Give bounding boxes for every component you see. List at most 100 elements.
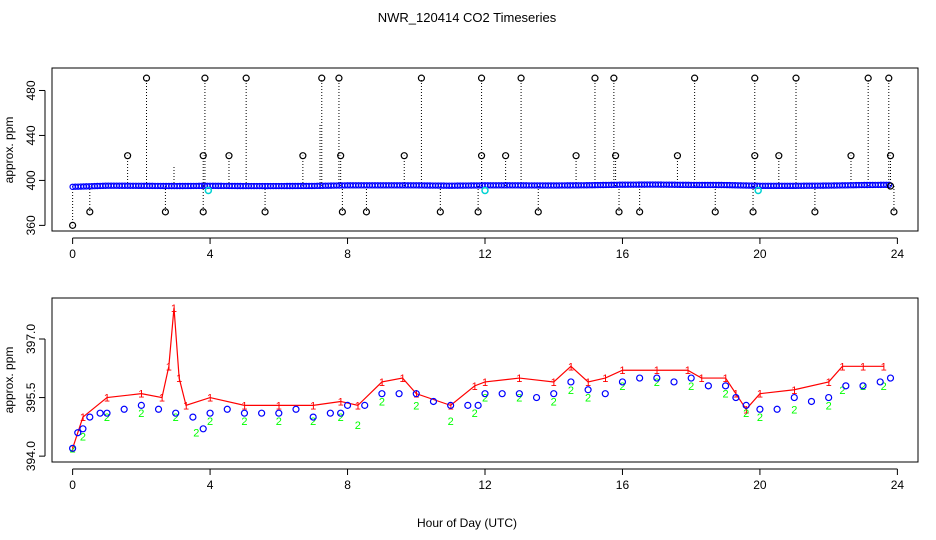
- top-spike-markers: [69, 74, 898, 229]
- bottom-y-axis: 394.0 395.5 397.0: [24, 324, 46, 471]
- series-point: 1: [551, 377, 557, 389]
- series-point: 2: [551, 396, 557, 408]
- series-point: [240, 409, 249, 417]
- series-point: [481, 390, 489, 398]
- series-point: [120, 405, 128, 413]
- series-point: [886, 374, 895, 382]
- series-point: 2: [207, 416, 213, 428]
- spike-point: [886, 182, 895, 190]
- bottom-x-axis: 0 4 8 12 16 20 24: [69, 468, 904, 492]
- series-point: 1: [338, 396, 344, 408]
- baseline-point: [481, 186, 489, 195]
- series-point: 1: [207, 393, 213, 405]
- series-point: [395, 390, 403, 398]
- spike-point: [142, 74, 151, 82]
- x-tick-label: 24: [891, 247, 905, 261]
- x-tick-label: 0: [69, 478, 76, 492]
- series-point: 2: [276, 416, 282, 428]
- spike-point: [225, 152, 233, 160]
- spike-point: [711, 208, 719, 216]
- series-point: 2: [757, 412, 763, 424]
- spike-point: [337, 152, 345, 160]
- chart-title: NWR_120414 CO2 Timeseries: [378, 10, 557, 25]
- spike-point: [201, 74, 209, 82]
- spike-point: [335, 74, 343, 82]
- spike-point: [611, 152, 620, 160]
- series-point: 1: [276, 400, 282, 412]
- series-point: 2: [70, 443, 76, 455]
- top-plot-frame: [51, 67, 919, 232]
- spike-point: [572, 152, 580, 160]
- series-point: 2: [516, 393, 522, 405]
- series-point: 1: [70, 443, 76, 455]
- x-tick-label: 12: [478, 478, 492, 492]
- spike-point: [691, 74, 699, 82]
- series-point: 2: [355, 420, 361, 432]
- series-point: 1: [472, 381, 478, 393]
- series-point: [567, 378, 575, 386]
- top-baseline-series: [69, 181, 893, 195]
- series-point: 1: [80, 412, 86, 424]
- top-spike-lines: [72, 78, 895, 226]
- series-point: [584, 386, 592, 394]
- series-point: 1: [654, 365, 660, 377]
- spike-point: [864, 74, 872, 82]
- series-point: 1: [722, 373, 728, 385]
- series-point: 2: [839, 385, 845, 397]
- series-point: 1: [138, 389, 144, 401]
- series-point: 2: [138, 408, 144, 420]
- series-point: 2: [241, 416, 247, 428]
- series-point: 1: [743, 404, 749, 416]
- x-tick-label: 20: [753, 247, 767, 261]
- series-point: [464, 401, 472, 409]
- series-point: 1: [826, 377, 832, 389]
- series-point: [742, 401, 750, 409]
- y-tick-label: 440: [24, 125, 38, 145]
- series-point: [223, 405, 231, 413]
- spike-point: [610, 74, 618, 82]
- series-point: 2: [80, 432, 86, 444]
- series-point: 2: [619, 381, 625, 393]
- spike-point: [318, 74, 326, 82]
- top-x-axis: 0 4 8 12 16 20 24: [69, 237, 905, 261]
- series-point: [447, 401, 455, 409]
- x-tick-label: 16: [616, 478, 630, 492]
- series-point: [206, 409, 214, 417]
- series-point: 1: [159, 393, 165, 405]
- series-point: 2: [585, 393, 591, 405]
- series-point: 1: [176, 373, 182, 385]
- spike-point: [847, 152, 855, 160]
- series-point: [842, 382, 850, 390]
- series-point: 2: [826, 400, 832, 412]
- baseline-point: [754, 186, 762, 195]
- series-point: [773, 405, 781, 413]
- series-point: [199, 425, 207, 433]
- spike-point: [338, 208, 346, 216]
- series-point: 1: [839, 361, 845, 373]
- x-tick-label: 12: [478, 247, 492, 261]
- spike-point: [517, 74, 525, 82]
- y-tick-label: 480: [24, 80, 38, 100]
- series-averages: [69, 374, 895, 452]
- series-point: 2: [173, 412, 179, 424]
- series-point: 2: [448, 416, 454, 428]
- series-point: [412, 390, 420, 398]
- spike-point: [417, 74, 426, 82]
- x-tick-label: 0: [69, 247, 76, 261]
- x-tick-label: 16: [616, 247, 630, 261]
- series-point: [704, 382, 712, 390]
- series-point: [429, 397, 438, 406]
- series-point: 1: [685, 365, 691, 377]
- series-point: [154, 405, 163, 413]
- series-point: 2: [193, 428, 199, 440]
- series-point: 2: [860, 381, 866, 393]
- series-point: [74, 429, 82, 437]
- spike-point: [751, 74, 759, 82]
- series-point: 1: [482, 377, 488, 389]
- spike-point: [242, 74, 250, 82]
- series-point: 1: [516, 373, 522, 385]
- spike-point: [751, 152, 759, 160]
- series-point: 2: [743, 408, 749, 420]
- spike-point: [636, 208, 644, 216]
